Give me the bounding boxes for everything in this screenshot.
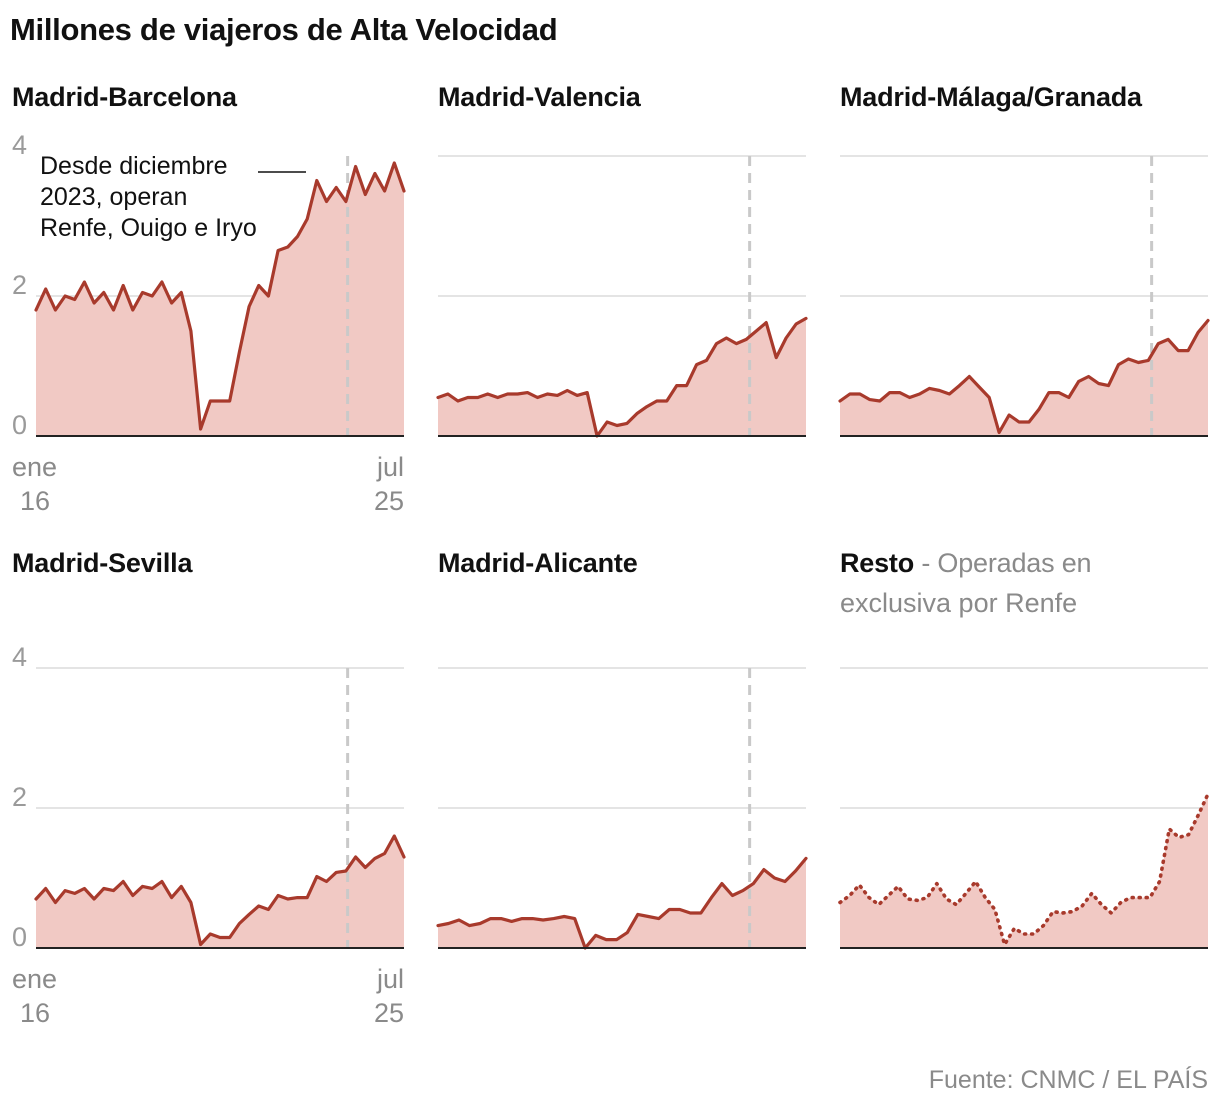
area-fill xyxy=(438,318,806,436)
panel-madrid-alicante xyxy=(436,667,808,950)
y-tick-label: 2 xyxy=(12,782,27,812)
panel-madrid-valencia xyxy=(436,155,808,438)
area-fill xyxy=(438,858,806,948)
panel-title-madrid-valencia: Madrid-Valencia xyxy=(438,82,641,112)
annotation-text: Desde diciembre xyxy=(40,152,228,180)
panel-title-madrid-malaga-granada: Madrid-Málaga/Granada xyxy=(840,82,1142,112)
x-tick-start-month: ene xyxy=(12,964,57,994)
series-line xyxy=(436,316,808,438)
panel-subtitle-resto: - Operadas en xyxy=(921,548,1092,578)
x-tick-end-year: 25 xyxy=(374,998,404,1028)
source-note: Fuente: CNMC / EL PAÍS xyxy=(928,1066,1208,1094)
panel-madrid-m-laga-granada xyxy=(838,155,1210,437)
area-fill xyxy=(36,836,404,948)
chart-title: Millones de viajeros de Alta Velocidad xyxy=(10,12,558,47)
series-line xyxy=(34,834,406,947)
panel-title-madrid-barcelona: Madrid-Barcelona xyxy=(12,82,237,112)
area-fill xyxy=(36,163,404,436)
panel-title-madrid-alicante: Madrid-Alicante xyxy=(438,548,638,578)
panel-title-resto: Resto - Operadas en xyxy=(840,548,1092,579)
y-tick-label: 0 xyxy=(12,922,27,952)
annotation-background xyxy=(34,146,250,242)
panel-title-madrid-sevilla: Madrid-Sevilla xyxy=(12,548,193,578)
series-line xyxy=(838,792,1210,947)
series-line xyxy=(838,318,1210,435)
x-tick-start-year: 16 xyxy=(20,486,50,516)
x-tick-start-year: 16 xyxy=(20,998,50,1028)
annotation-text: Renfe, Ouigo e Iryo xyxy=(40,214,257,242)
y-tick-label: 0 xyxy=(12,410,27,440)
area-fill xyxy=(840,794,1208,948)
x-tick-end-year: 25 xyxy=(374,486,404,516)
panel-title-resto-name: Resto xyxy=(840,548,915,578)
x-tick-end-month: jul xyxy=(376,964,404,994)
y-tick-label: 2 xyxy=(12,270,27,300)
area-fill xyxy=(840,320,1208,436)
x-tick-end-month: jul xyxy=(376,452,404,482)
y-tick-label: 4 xyxy=(12,642,27,672)
series-line xyxy=(34,161,406,431)
y-tick-label: 4 xyxy=(12,130,27,160)
panel-madrid-barcelona: 4 2 0 ene 16 jul 25 Desde diciembre 2023, operan… xyxy=(12,130,406,516)
x-tick-start-month: ene xyxy=(12,452,57,482)
panel-madrid-sevilla: 4 2 0 ene 16 jul 25 xyxy=(12,642,406,1028)
panel-resto xyxy=(838,667,1210,949)
panel-subtitle-resto-line2: exclusiva por Renfe xyxy=(840,588,1078,618)
series-line xyxy=(436,856,808,950)
annotation-text: 2023, operan xyxy=(40,183,187,211)
